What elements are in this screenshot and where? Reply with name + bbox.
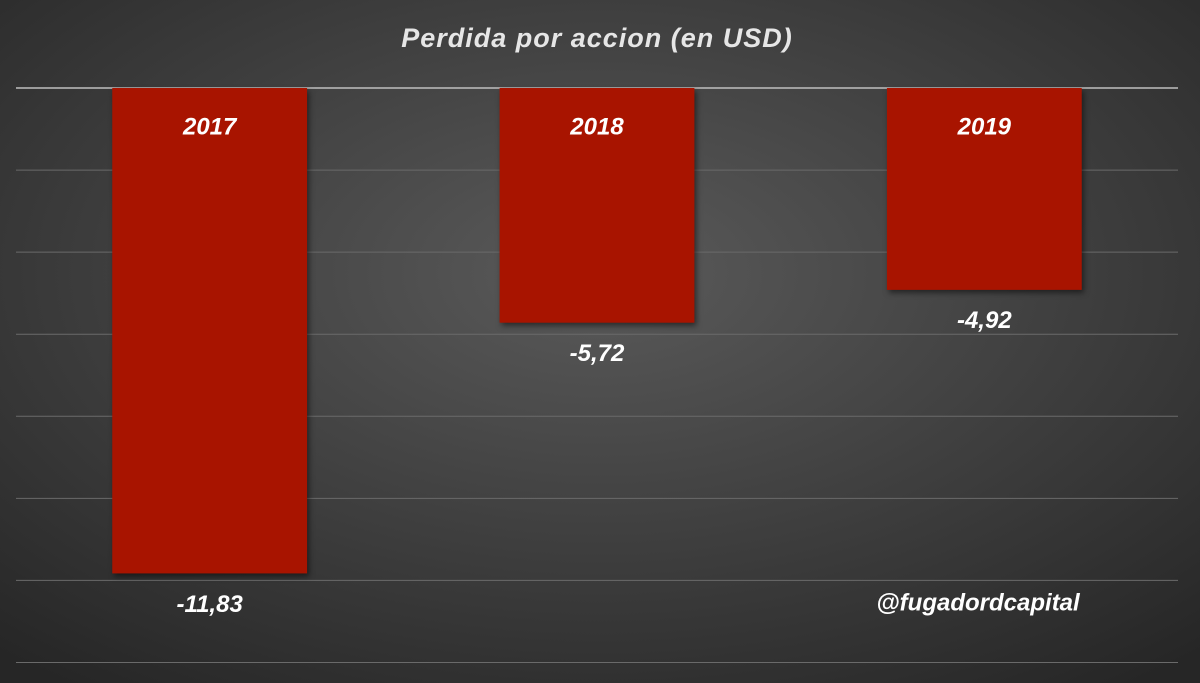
bar [112,88,308,574]
category-label: 2019 [957,113,1012,140]
category-label: 2017 [182,113,238,140]
watermark: @fugadordcapital [876,589,1081,616]
value-label: -5,72 [570,340,625,367]
chart-title: Perdida por accion (en USD) [401,23,793,53]
plot: 2017 -11,83 2018 -5,72 2019 -4,92 [112,88,1082,618]
bar [886,88,1082,290]
category-label: 2018 [569,113,624,140]
value-label: -11,83 [177,591,244,618]
bar [499,88,695,323]
value-label: -4,92 [957,307,1012,334]
